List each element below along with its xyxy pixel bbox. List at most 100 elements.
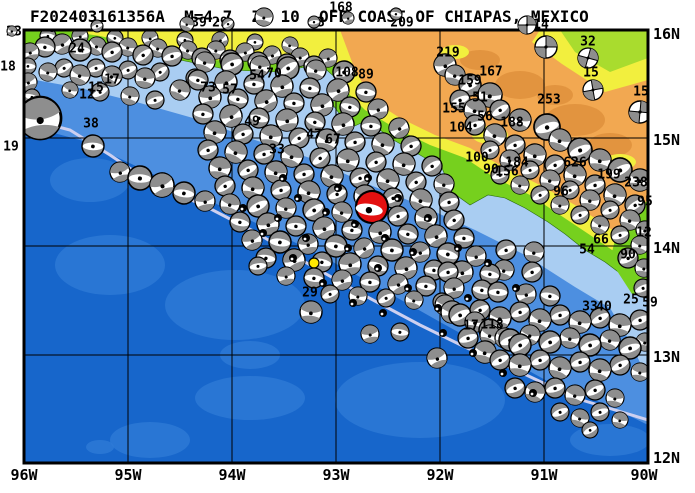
map-shape <box>452 74 457 78</box>
focal-mechanism-beachball <box>280 144 304 168</box>
map-shape <box>636 221 647 231</box>
focal-mechanism-beachball <box>405 171 427 193</box>
map-shape <box>195 191 215 202</box>
bathymetry-blob <box>335 362 505 438</box>
map-shape <box>643 341 647 345</box>
map-shape <box>306 243 310 247</box>
map-shape <box>282 45 295 53</box>
depth-label: 90 <box>620 248 636 263</box>
map-shape <box>227 141 247 155</box>
depth-label: 104 <box>449 121 473 136</box>
map-shape <box>63 82 78 92</box>
map-shape <box>346 17 350 20</box>
map-shape <box>546 36 557 47</box>
map-shape <box>501 269 506 273</box>
focal-mechanism-beachball <box>360 115 382 137</box>
map-shape <box>629 182 647 191</box>
tiny-beachball <box>351 220 359 228</box>
map-shape <box>414 180 418 185</box>
map-shape <box>621 210 640 222</box>
longitude-label: 96W <box>10 466 38 484</box>
map-shape <box>558 204 562 208</box>
map-shape <box>56 44 72 54</box>
tiny-beachball <box>434 304 442 312</box>
map-shape <box>632 236 647 247</box>
map-shape <box>538 358 542 363</box>
map-shape <box>440 332 444 336</box>
focal-mechanism-beachball <box>521 261 543 283</box>
depth-label: 32 <box>580 35 596 50</box>
map-shape <box>557 139 562 144</box>
map-shape <box>39 74 55 81</box>
focal-mechanism-beachball <box>145 90 165 110</box>
depth-label: 33 <box>582 300 598 315</box>
map-shape <box>280 177 284 181</box>
map-shape <box>196 52 215 64</box>
map-shape <box>308 86 312 91</box>
focal-mechanism-beachball <box>253 143 275 165</box>
map-shape <box>332 213 349 222</box>
map-shape <box>385 179 390 184</box>
focal-mechanism-beachball <box>248 256 268 276</box>
focal-mechanism-beachball <box>390 322 410 342</box>
depth-label: 12 <box>636 226 652 241</box>
map-shape <box>126 46 130 50</box>
map-shape <box>227 203 232 207</box>
map-shape <box>182 191 186 196</box>
focal-mechanism-beachball <box>619 209 641 231</box>
map-shape <box>405 302 421 309</box>
focal-mechanism-beachball <box>68 38 92 62</box>
focal-mechanism-beachball <box>387 273 409 295</box>
map-shape <box>445 77 463 85</box>
map-shape <box>294 224 298 229</box>
depth-label: 15 <box>633 85 649 100</box>
map-shape <box>25 124 59 139</box>
map-shape <box>320 104 325 109</box>
focal-mechanism-beachball <box>270 74 294 98</box>
tiny-beachball <box>349 299 357 307</box>
map-shape <box>180 41 197 53</box>
map-shape <box>177 89 182 93</box>
map-shape <box>410 251 414 255</box>
map-shape <box>638 110 642 114</box>
map-shape <box>572 409 589 420</box>
terrain-blob <box>495 71 545 99</box>
map-shape <box>158 70 162 74</box>
map-shape <box>394 194 402 202</box>
tiny-beachball <box>364 174 372 182</box>
map-shape <box>217 167 222 172</box>
map-shape <box>181 17 194 26</box>
map-shape <box>591 80 603 90</box>
focal-mechanism-beachball <box>415 275 437 297</box>
map-shape <box>270 54 274 58</box>
depth-label: 57 <box>222 83 238 98</box>
map-shape <box>558 313 562 318</box>
map-shape <box>212 131 217 136</box>
map-shape <box>252 82 256 87</box>
depth-label: 70 <box>266 67 282 82</box>
map-shape <box>202 61 207 65</box>
map-shape <box>335 281 352 290</box>
beachball-layer <box>25 31 647 439</box>
depth-label: 238 <box>624 176 648 191</box>
focal-mechanism-beachball <box>508 333 532 357</box>
map-shape <box>212 32 226 43</box>
map-shape <box>565 397 583 405</box>
focal-mechanism-beachball <box>90 82 110 102</box>
map-shape <box>444 278 464 289</box>
focal-mechanism-beachball <box>293 163 315 185</box>
map-shape <box>160 184 165 189</box>
map-shape <box>460 271 465 276</box>
latitude-label: 12N <box>653 449 680 467</box>
map-shape <box>110 50 114 55</box>
focal-mechanism-beachball <box>520 160 540 180</box>
map-shape <box>613 397 617 401</box>
focal-mechanism-beachball <box>589 307 611 329</box>
map-shape <box>530 270 534 275</box>
focal-mechanism-beachball <box>353 237 375 259</box>
map-shape <box>243 177 264 190</box>
map-shape <box>102 76 117 86</box>
map-shape <box>487 94 492 99</box>
focal-mechanism-beachball <box>570 408 590 428</box>
focal-mechanism-beachball <box>285 215 307 237</box>
